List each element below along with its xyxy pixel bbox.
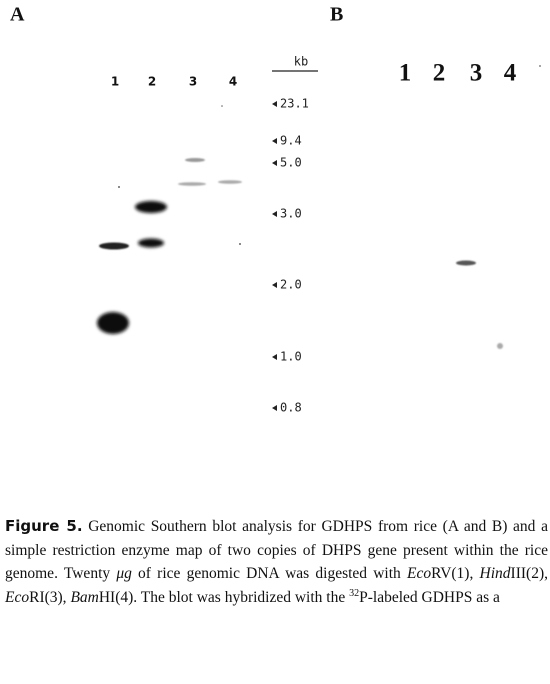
size-marker: 1.0 (280, 350, 302, 364)
band (456, 261, 476, 266)
band (178, 182, 206, 186)
caption-text: Eco (5, 589, 29, 606)
size-marker: 2.0 (280, 278, 302, 292)
lane-number: 3 (189, 75, 197, 89)
speck (239, 243, 241, 245)
figure-caption: Figure 5. Genomic Southern blot analysis… (5, 515, 548, 609)
caption-text: Hind (480, 565, 511, 582)
marker-arrow (272, 282, 277, 288)
size-marker: 9.4 (280, 134, 302, 148)
lane-number: 1 (399, 60, 412, 87)
size-marker: 3.0 (280, 207, 302, 221)
lane-number: 3 (470, 60, 483, 87)
band (138, 239, 164, 248)
page: A B 12341234kb23.19.45.03.02.01.00.8 Fig… (0, 0, 550, 684)
marker-arrow (272, 211, 277, 217)
band (99, 243, 129, 250)
speck (221, 105, 223, 107)
size-marker: 5.0 (280, 156, 302, 170)
lane-number: 2 (433, 60, 446, 87)
lane-number: 4 (229, 75, 237, 89)
caption-text: HI(4). The blot was hybridized with the (99, 589, 349, 606)
band (497, 343, 503, 349)
lane-number: 2 (148, 75, 156, 89)
lane-number: 1 (111, 75, 119, 89)
caption-text: RI(3), (29, 589, 70, 606)
caption-text: 32 (349, 587, 359, 598)
caption-text: RV(1), (431, 565, 479, 582)
band (185, 158, 205, 162)
panel-label: A (10, 4, 25, 26)
caption-text: P-labeled GDHPS as a (359, 589, 500, 606)
caption-label: Figure 5. (5, 517, 83, 535)
caption-text: Bam (70, 589, 98, 606)
lane-number: 4 (504, 60, 517, 87)
marker-arrow (272, 405, 277, 411)
caption-text: III(2), (511, 565, 548, 582)
speck (118, 186, 120, 188)
marker-arrow (272, 101, 277, 107)
caption-text: Eco (407, 565, 431, 582)
size-marker: 23.1 (280, 97, 309, 111)
caption-text: μg (116, 565, 132, 582)
marker-arrow (272, 160, 277, 166)
marker-arrow (272, 138, 277, 144)
marker-arrow (272, 354, 277, 360)
size-unit: kb (294, 55, 308, 69)
band (97, 312, 129, 334)
blot-bands (97, 65, 541, 349)
band (135, 201, 167, 213)
panel-label: B (330, 4, 343, 26)
band (218, 180, 242, 184)
size-marker: 0.8 (280, 401, 302, 415)
speck (539, 65, 541, 67)
caption-text: of rice genomic DNA was digested with (132, 565, 407, 582)
